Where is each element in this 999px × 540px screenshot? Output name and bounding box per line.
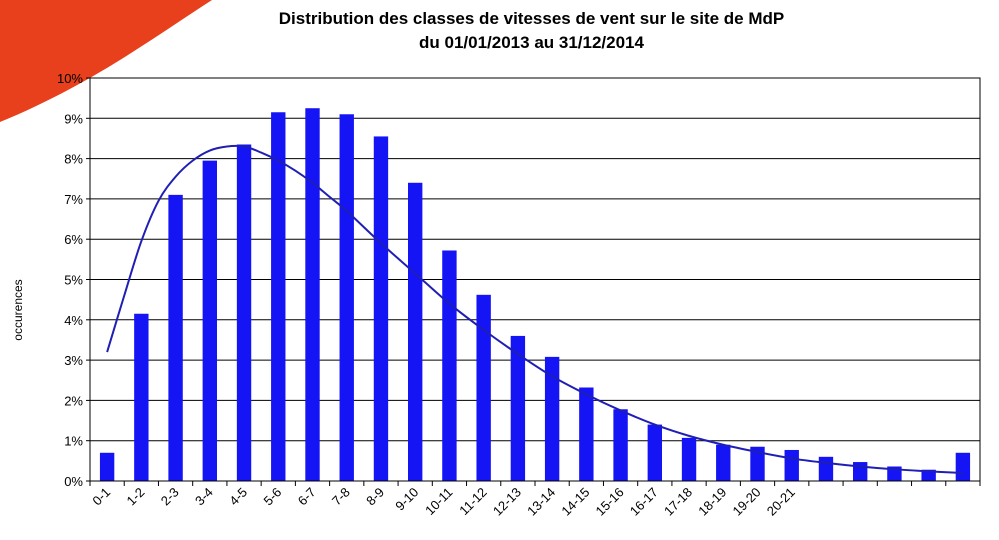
y-tick-label: 8%: [64, 152, 83, 167]
bar: [442, 250, 457, 481]
x-tick-label: 18-19: [695, 485, 729, 519]
bar: [339, 114, 354, 482]
bar: [613, 409, 628, 481]
y-tick-label: 7%: [64, 192, 83, 207]
x-tick-label: 14-15: [558, 485, 592, 519]
bar: [579, 387, 594, 481]
x-tick-label: 1-2: [124, 485, 148, 509]
corner-decoration: [0, 0, 212, 122]
bar: [202, 160, 217, 482]
bar: [853, 462, 868, 481]
x-tick-label: 9-10: [392, 485, 421, 514]
fit-curve-line: [106, 144, 963, 474]
bar: [510, 335, 526, 481]
x-tick-label: 17-18: [661, 485, 695, 519]
y-tick-label: 10%: [57, 71, 83, 86]
chart-subtitle: du 01/01/2013 au 31/12/2014: [419, 33, 644, 52]
bar: [408, 182, 423, 481]
bar: [476, 294, 491, 481]
x-tick-label: 15-16: [593, 485, 627, 519]
bar: [681, 437, 697, 481]
y-tick-label: 3%: [64, 353, 83, 368]
x-tick-label: 0-1: [89, 485, 113, 509]
x-tick-label: 11-12: [456, 485, 489, 518]
bar: [784, 449, 799, 481]
bar: [373, 136, 389, 481]
gridlines: [86, 77, 980, 482]
bar: [99, 452, 115, 481]
y-tick-label: 5%: [64, 273, 83, 288]
bar: [955, 452, 971, 481]
bar: [716, 444, 731, 481]
bar: [647, 424, 662, 481]
bars: [99, 108, 971, 482]
x-tick-label: 19-20: [730, 485, 764, 519]
y-tick-label: 0%: [64, 474, 83, 489]
x-tick-label: 13-14: [524, 485, 558, 519]
bar: [236, 144, 252, 481]
y-tick-label: 4%: [64, 313, 83, 328]
y-tick-label: 9%: [64, 111, 83, 126]
x-tick-label: 12-13: [490, 485, 524, 519]
corner-swoosh: [0, 0, 212, 122]
y-tick-label: 6%: [64, 232, 83, 247]
x-tick-label: 4-5: [226, 485, 250, 509]
y-tick-label: 2%: [64, 393, 83, 408]
bar: [134, 313, 149, 481]
bar: [921, 469, 936, 481]
y-tick-label: 1%: [64, 434, 83, 449]
chart-title: Distribution des classes de vitesses de …: [278, 9, 785, 28]
axes: [89, 77, 981, 486]
bar: [544, 356, 560, 481]
bar: [305, 108, 320, 481]
bar: [271, 112, 286, 481]
bar: [750, 446, 765, 481]
x-tick-label: 3-4: [192, 485, 216, 509]
x-tick-label: 8-9: [363, 485, 387, 509]
x-tick-labels: 0-1 1-2 2-3 3-4 4-5 5-6 6-7 7-8 8-9 9-10 10-11 11-1…: [89, 485, 798, 519]
x-tick-label: 6-7: [295, 485, 319, 509]
x-tick-label: 7-8: [329, 485, 353, 509]
bar: [168, 194, 183, 481]
x-tick-label: 20-21: [764, 485, 798, 519]
x-tick-label: 16-17: [627, 485, 661, 519]
x-tick-label: 5-6: [260, 485, 284, 509]
x-tick-label: 10-11: [422, 485, 455, 518]
y-tick-labels: 0% 1% 2% 3% 4% 5% 6% 7% 8% 9% 10%: [57, 71, 83, 489]
bar: [818, 456, 834, 481]
x-tick-label: 2-3: [158, 485, 182, 509]
